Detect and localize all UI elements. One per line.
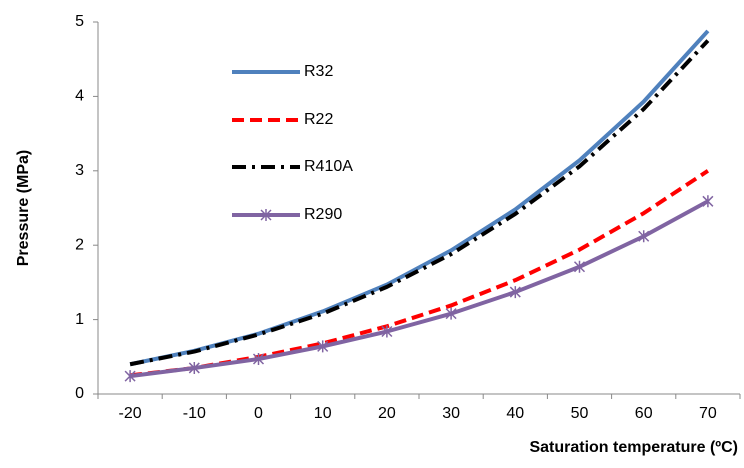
y-tick-label: 4: [75, 88, 84, 105]
star-marker: [317, 340, 329, 353]
legend-label: R32: [304, 63, 333, 80]
star-marker: [573, 260, 586, 273]
x-tick-label: -10: [183, 405, 206, 422]
x-tick-label: 20: [378, 405, 396, 422]
x-tick-label: 40: [506, 405, 524, 422]
y-tick-label: 3: [75, 162, 84, 179]
legend-label: R22: [304, 111, 333, 128]
y-axis-title: Pressure (MPa): [15, 150, 32, 267]
x-tick-label: 0: [254, 405, 263, 422]
y-tick-label: 0: [75, 385, 84, 402]
x-tick-label: 10: [314, 405, 332, 422]
legend-label: R290: [304, 206, 342, 223]
y-tick-label: 1: [75, 311, 84, 328]
series-line: [129, 199, 709, 379]
y-tick-label: 2: [75, 236, 84, 253]
star-marker: [702, 195, 714, 208]
star-marker: [252, 353, 265, 366]
series-line: [129, 39, 710, 367]
x-tick-label: 70: [699, 405, 717, 422]
x-tick-label: -20: [119, 405, 142, 422]
x-tick-label: 60: [635, 405, 653, 422]
y-tick-label: 5: [75, 13, 84, 30]
star-marker: [260, 209, 272, 221]
x-axis-title: Saturation temperature (ºC): [529, 439, 738, 456]
legend-label: R410A: [304, 158, 353, 175]
x-tick-label: 50: [571, 405, 589, 422]
star-marker: [445, 307, 457, 320]
star-marker: [509, 286, 521, 299]
star-marker: [188, 361, 200, 374]
x-tick-label: 30: [442, 405, 460, 422]
star-marker: [638, 230, 650, 243]
star-marker: [381, 325, 393, 338]
star-marker: [124, 370, 136, 383]
